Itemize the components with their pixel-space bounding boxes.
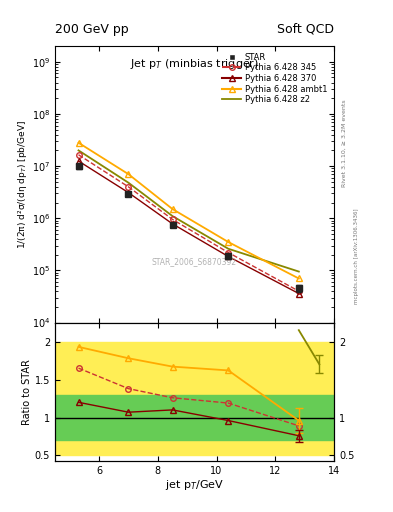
X-axis label: jet p$_T$/GeV: jet p$_T$/GeV [165, 478, 224, 493]
Text: Jet p$_T$ (minbias trigger): Jet p$_T$ (minbias trigger) [130, 57, 259, 71]
Bar [55, 395, 334, 440]
Y-axis label: 1/(2π) d²σ/(dη dp$_T$) [pb/GeV]: 1/(2π) d²σ/(dη dp$_T$) [pb/GeV] [16, 120, 29, 249]
Text: mcplots.cern.ch [arXiv:1306.3436]: mcplots.cern.ch [arXiv:1306.3436] [354, 208, 359, 304]
Bar [55, 342, 334, 456]
Text: 200 GeV pp: 200 GeV pp [55, 23, 129, 36]
Text: Soft QCD: Soft QCD [277, 23, 334, 36]
Legend: STAR, Pythia 6.428 345, Pythia 6.428 370, Pythia 6.428 ambt1, Pythia 6.428 z2: STAR, Pythia 6.428 345, Pythia 6.428 370… [220, 50, 330, 107]
Text: STAR_2006_S6870392: STAR_2006_S6870392 [152, 257, 237, 266]
Text: Rivet 3.1.10, ≥ 3.2M events: Rivet 3.1.10, ≥ 3.2M events [342, 99, 347, 187]
Y-axis label: Ratio to STAR: Ratio to STAR [22, 359, 32, 424]
